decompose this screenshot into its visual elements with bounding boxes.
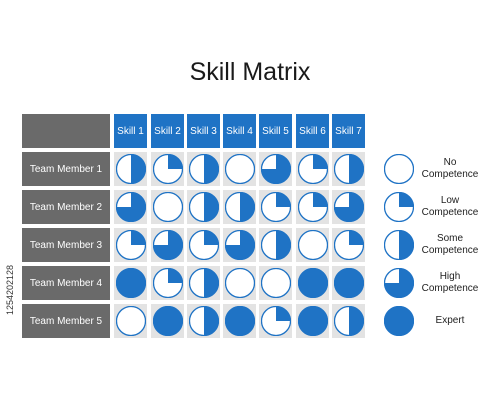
competence-cell	[223, 190, 256, 224]
competence-circle-icon	[152, 192, 183, 222]
competence-cell	[332, 228, 365, 262]
competence-cell	[187, 228, 220, 262]
skill-header: Skill 4	[223, 114, 256, 148]
competence-cell	[187, 152, 220, 186]
competence-circle-icon	[224, 192, 255, 222]
competence-cell	[223, 266, 256, 300]
competence-circle-icon	[115, 192, 146, 222]
team-member-label: Team Member 5	[22, 304, 110, 338]
competence-cell	[332, 190, 365, 224]
competence-circle-icon	[188, 268, 219, 298]
competence-cell	[296, 152, 329, 186]
competence-cell	[296, 304, 329, 338]
competence-circle-icon	[260, 154, 291, 184]
competence-cell	[114, 190, 147, 224]
competence-circle-icon	[224, 306, 255, 336]
competence-circle-icon	[115, 268, 146, 298]
competence-circle-icon	[333, 268, 364, 298]
legend-circle-icon	[383, 267, 415, 299]
competence-circle-icon	[152, 230, 183, 260]
competence-circle-icon	[260, 192, 291, 222]
competence-circle-icon	[333, 230, 364, 260]
competence-circle-icon	[152, 268, 183, 298]
competence-cell	[259, 266, 292, 300]
competence-circle-icon	[115, 154, 146, 184]
skill-header: Skill 6	[296, 114, 329, 148]
skill-header: Skill 5	[259, 114, 292, 148]
competence-circle-icon	[224, 268, 255, 298]
team-member-label: Team Member 2	[22, 190, 110, 224]
skill-header: Skill 1	[114, 114, 147, 148]
competence-circle-icon	[297, 268, 328, 298]
competence-cell	[332, 304, 365, 338]
competence-cell	[151, 304, 184, 338]
competence-circle-icon	[224, 230, 255, 260]
competence-circle-icon	[260, 306, 291, 336]
skill-header: Skill 2	[151, 114, 184, 148]
competence-circle-icon	[297, 154, 328, 184]
competence-circle-icon	[333, 192, 364, 222]
legend-label: High Competence	[421, 271, 479, 294]
legend-label: Expert	[435, 315, 465, 326]
competence-cell	[187, 304, 220, 338]
competence-cell	[223, 304, 256, 338]
image-id: 1254202128	[5, 264, 15, 316]
competence-circle-icon	[333, 306, 364, 336]
competence-cell	[332, 152, 365, 186]
competence-circle-icon	[224, 154, 255, 184]
competence-cell	[187, 190, 220, 224]
competence-circle-icon	[297, 192, 328, 222]
competence-cell	[296, 228, 329, 262]
competence-cell	[259, 304, 292, 338]
legend-circle-icon	[383, 305, 415, 337]
team-member-label: Team Member 1	[22, 152, 110, 186]
legend-circle-icon	[383, 153, 415, 185]
legend-circle-icon	[383, 191, 415, 223]
competence-cell	[259, 152, 292, 186]
competence-circle-icon	[188, 230, 219, 260]
competence-cell	[259, 228, 292, 262]
skill-header: Skill 3	[187, 114, 220, 148]
competence-cell	[151, 266, 184, 300]
competence-cell	[114, 266, 147, 300]
competence-circle-icon	[333, 154, 364, 184]
competence-circle-icon	[297, 306, 328, 336]
competence-cell	[151, 190, 184, 224]
competence-cell	[114, 304, 147, 338]
competence-cell	[114, 228, 147, 262]
competence-circle-icon	[115, 230, 146, 260]
competence-circle-icon	[188, 154, 219, 184]
legend-label: Low Competence	[421, 195, 479, 218]
competence-cell	[223, 152, 256, 186]
competence-circle-icon	[152, 306, 183, 336]
competence-cell	[296, 190, 329, 224]
competence-circle-icon	[188, 192, 219, 222]
competence-circle-icon	[115, 306, 146, 336]
competence-circle-icon	[260, 268, 291, 298]
competence-circle-icon	[260, 230, 291, 260]
competence-circle-icon	[188, 306, 219, 336]
team-member-label: Team Member 4	[22, 266, 110, 300]
legend-label: Some Competence	[421, 233, 479, 256]
competence-cell	[151, 228, 184, 262]
competence-cell	[151, 152, 184, 186]
competence-cell	[187, 266, 220, 300]
competence-cell	[296, 266, 329, 300]
competence-cell	[223, 228, 256, 262]
competence-cell	[332, 266, 365, 300]
competence-circle-icon	[297, 230, 328, 260]
team-member-label: Team Member 3	[22, 228, 110, 262]
legend-circle-icon	[383, 229, 415, 261]
header-corner	[22, 114, 110, 148]
competence-cell	[114, 152, 147, 186]
competence-cell	[259, 190, 292, 224]
legend-label: No Competence	[421, 157, 479, 180]
skill-header: Skill 7	[332, 114, 365, 148]
page-title: Skill Matrix	[189, 58, 311, 86]
competence-circle-icon	[152, 154, 183, 184]
